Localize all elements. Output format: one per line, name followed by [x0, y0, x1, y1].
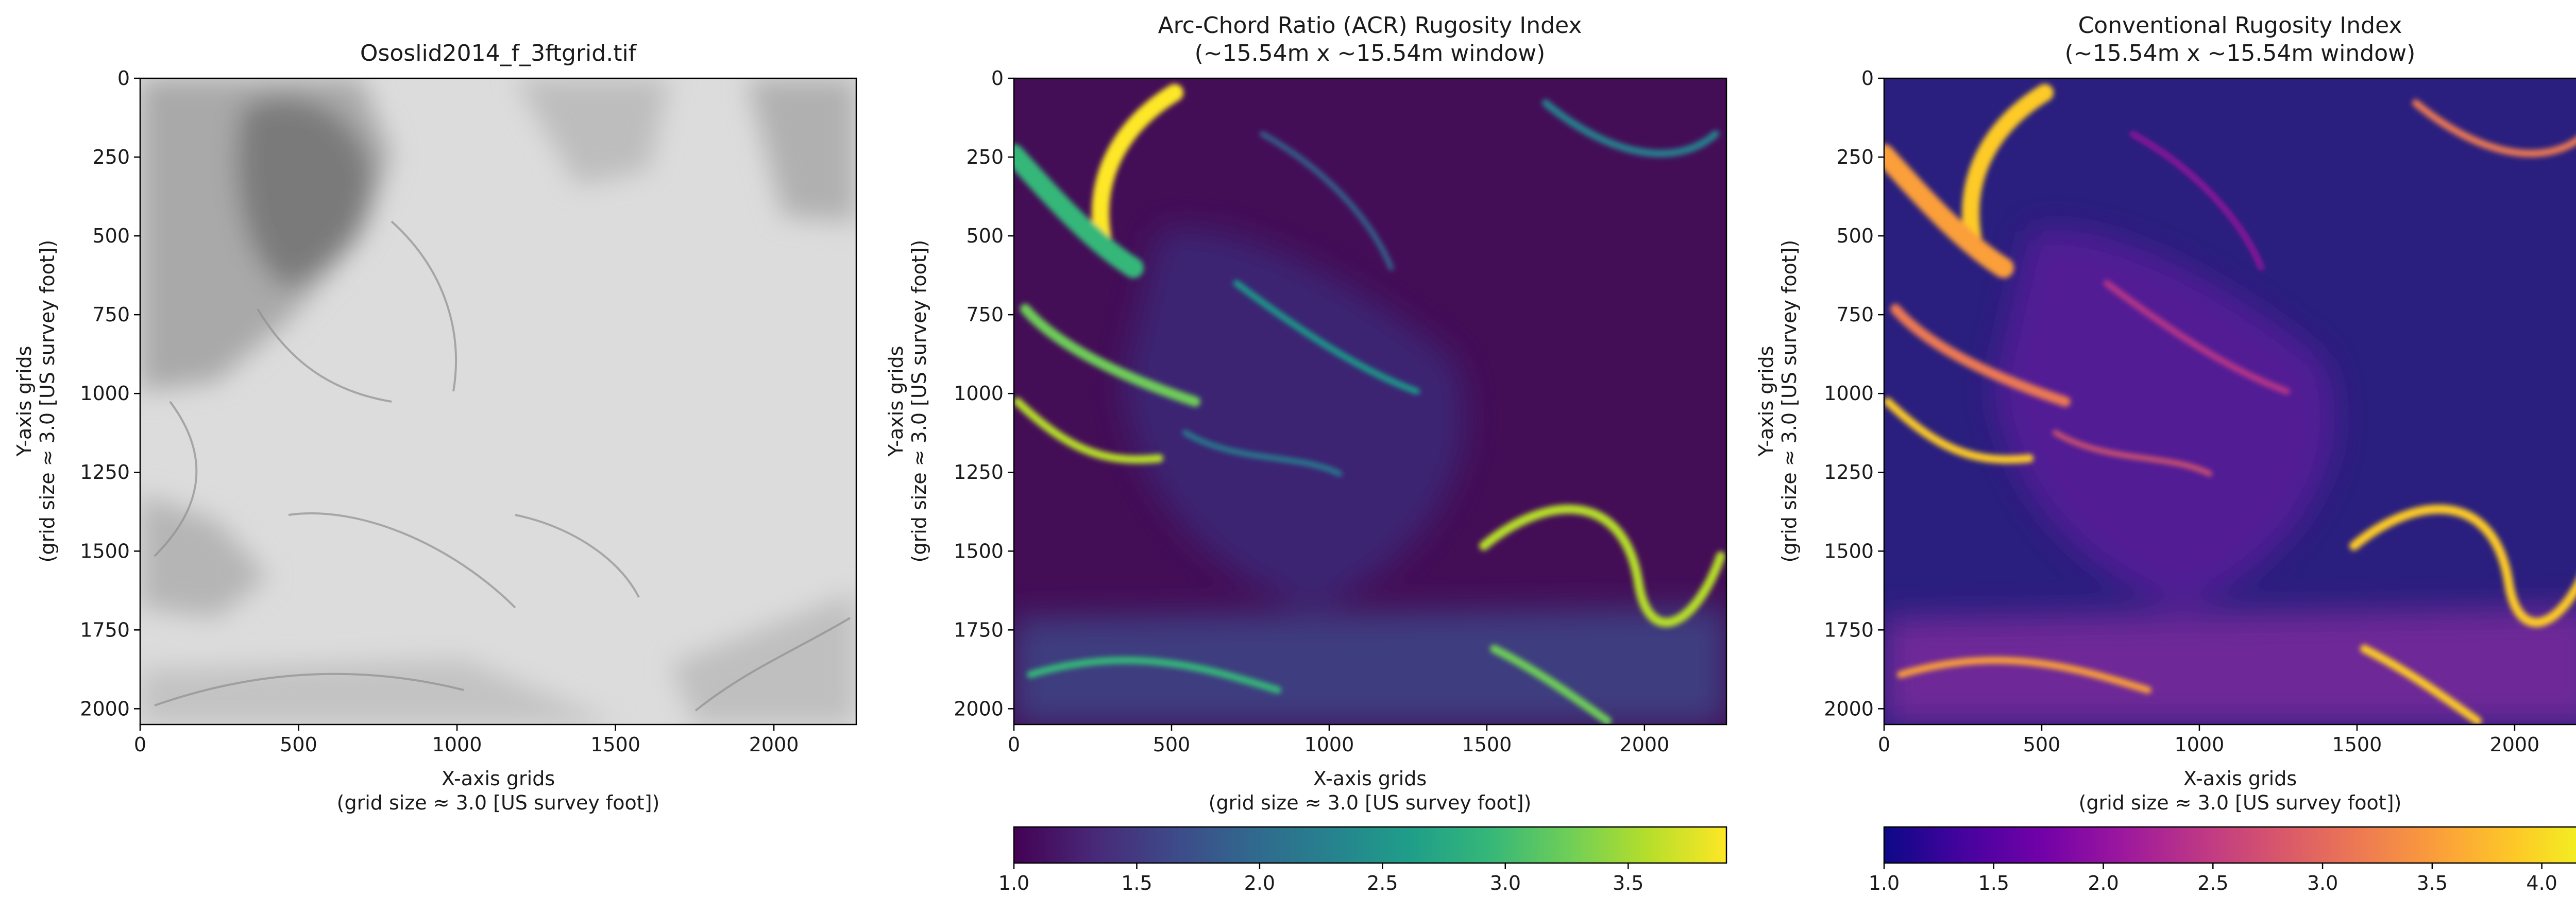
y-tick-label: 1000	[80, 382, 130, 405]
x-tick-label: 1500	[1462, 733, 1512, 756]
x-tick-label: 0	[1878, 733, 1890, 756]
colorbar-tick-label: 2.0	[2088, 872, 2119, 894]
x-tick-label: 0	[1008, 733, 1020, 756]
y-axis-label: Y-axis grids	[885, 346, 907, 457]
x-tick-label: 1000	[432, 733, 482, 756]
colorbar: 1.0 1.5 2.0 2.5 3.0 3.5	[998, 826, 1727, 894]
y-tick-label: 250	[1836, 146, 1874, 168]
y-tick-label: 1500	[954, 540, 1004, 562]
y-tick-label: 750	[966, 303, 1004, 326]
x-tick-label: 1500	[590, 733, 640, 756]
x-axis: 0 500 1000 1500 2000	[134, 725, 799, 756]
y-tick-label: 1750	[80, 618, 130, 641]
colorbar-tick-label: 3.0	[2307, 872, 2338, 894]
acr-texture	[1014, 229, 1726, 725]
y-tick-label: 1250	[954, 461, 1004, 484]
panel-title: Ososlid2014_f_3ftgrid.tif	[360, 40, 637, 66]
y-axis-label: Y-axis grids	[1755, 346, 1777, 457]
x-tick-label: 500	[2023, 733, 2061, 756]
x-tick-label: 2000	[1620, 733, 1670, 756]
y-tick-label: 250	[966, 146, 1004, 168]
colorbar-tick-label: 2.5	[1367, 872, 1398, 894]
y-tick-label: 500	[92, 225, 130, 247]
colorbar-tick-label: 1.0	[998, 872, 1029, 894]
panel-subtitle: (~15.54m x ~15.54m window)	[1195, 40, 1546, 66]
y-tick-label: 1500	[80, 540, 130, 562]
x-tick-label: 1000	[2175, 733, 2225, 756]
y-tick-label: 250	[92, 146, 130, 168]
x-axis-label: X-axis grids	[1313, 767, 1427, 790]
colorbar-gradient	[1014, 827, 1726, 863]
y-tick-label: 500	[1836, 225, 1874, 247]
panel-hillshade: Ososlid2014_f_3ftgrid.tif	[13, 40, 857, 814]
x-axis-label: X-axis grids	[442, 767, 555, 790]
hillshade-relief	[140, 78, 856, 725]
y-tick-label: 1750	[954, 618, 1004, 641]
y-tick-label: 1250	[1824, 461, 1874, 484]
y-tick-label: 2000	[954, 697, 1004, 720]
y-tick-label: 1000	[1824, 382, 1874, 405]
colorbar-tick-label: 1.5	[1121, 872, 1152, 894]
y-tick-label: 0	[117, 67, 130, 90]
y-tick-label: 0	[991, 67, 1004, 90]
x-axis-label-units: (grid size ≈ 3.0 [US survey foot])	[337, 791, 660, 814]
x-axis-label-units: (grid size ≈ 3.0 [US survey foot])	[1209, 791, 1532, 814]
y-axis-label-units: (grid size ≈ 3.0 [US survey foot])	[908, 240, 930, 563]
acr-ridges	[1014, 84, 1725, 725]
x-tick-label: 500	[1153, 733, 1191, 756]
y-tick-label: 2000	[80, 697, 130, 720]
y-axis-label-units: (grid size ≈ 3.0 [US survey foot])	[36, 240, 59, 563]
y-axis: 0 250 500 750 1000 1250 1500 1750 2000	[1824, 67, 1884, 720]
plot-area	[1884, 78, 2576, 725]
cri-texture	[1884, 229, 2576, 725]
colorbar-frame	[1883, 826, 2576, 864]
panel-acr: Arc-Chord Ratio (ACR) Rugosity Index (~1…	[885, 12, 1727, 894]
colorbar: 1.0 1.5 2.0 2.5 3.0 3.5 4.0	[1869, 826, 2576, 894]
x-axis: 0 500 1000 1500 2000	[1878, 725, 2539, 756]
plot-area	[1014, 78, 1726, 725]
y-axis-label: Y-axis grids	[13, 346, 36, 457]
x-tick-label: 1000	[1304, 733, 1354, 756]
colorbar-tick-label: 1.0	[1869, 872, 1900, 894]
y-tick-label: 1000	[954, 382, 1004, 405]
x-axis-label-units: (grid size ≈ 3.0 [US survey foot])	[2079, 791, 2402, 814]
y-axis-label-units: (grid size ≈ 3.0 [US survey foot])	[1778, 240, 1801, 563]
colorbar-gradient	[1884, 827, 2576, 863]
x-tick-label: 0	[134, 733, 146, 756]
y-axis: 0 250 500 750 1000 1250 1500 1750 2000	[954, 67, 1014, 720]
y-tick-label: 1500	[1824, 540, 1874, 562]
plot-area	[140, 78, 856, 725]
x-axis: 0 500 1000 1500 2000	[1008, 725, 1669, 756]
y-tick-label: 2000	[1824, 697, 1874, 720]
colorbar-tick-label: 2.5	[2197, 872, 2228, 894]
y-tick-label: 1250	[80, 461, 130, 484]
colorbar-tick-label: 2.0	[1244, 872, 1275, 894]
cri-ridges	[1884, 84, 2576, 725]
x-axis-label: X-axis grids	[2183, 767, 2297, 790]
colorbar-tick-label: 3.5	[1613, 872, 1643, 894]
y-tick-label: 500	[966, 225, 1004, 247]
colorbar-frame	[1013, 826, 1727, 864]
y-axis: 0 250 500 750 1000 1250 1500 1750 2000	[80, 67, 140, 720]
y-tick-label: 750	[92, 303, 130, 326]
y-tick-label: 750	[1836, 303, 1874, 326]
hillshade-ridges	[154, 220, 851, 712]
y-tick-label: 1750	[1824, 618, 1874, 641]
colorbar-tick-label: 1.5	[1978, 872, 2009, 894]
y-tick-label: 0	[1861, 67, 1874, 90]
x-tick-label: 1500	[2332, 733, 2382, 756]
x-tick-label: 500	[280, 733, 317, 756]
panel-title: Conventional Rugosity Index	[2078, 12, 2402, 39]
panel-conventional: Conventional Rugosity Index (~15.54m x ~…	[1755, 12, 2576, 894]
x-tick-label: 2000	[2490, 733, 2540, 756]
x-tick-label: 2000	[749, 733, 799, 756]
colorbar-tick-label: 3.5	[2417, 872, 2448, 894]
panel-title: Arc-Chord Ratio (ACR) Rugosity Index	[1158, 12, 1582, 39]
colorbar-tick-label: 4.0	[2526, 872, 2557, 894]
colorbar-tick-label: 3.0	[1490, 872, 1521, 894]
panel-subtitle: (~15.54m x ~15.54m window)	[2065, 40, 2416, 66]
